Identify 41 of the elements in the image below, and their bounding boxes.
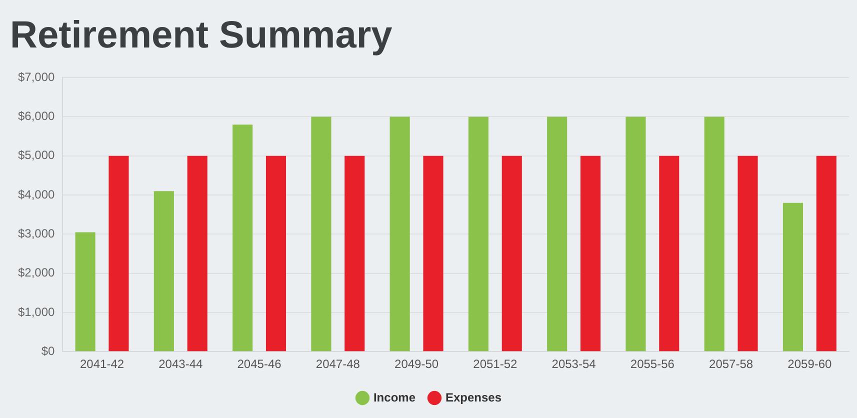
bar (580, 156, 601, 352)
bar (311, 116, 332, 352)
x-tick-label: 2053-54 (552, 357, 596, 372)
y-tick-label: $5,000 (18, 148, 56, 162)
bar (547, 116, 568, 352)
bar (626, 116, 646, 352)
bar (738, 156, 758, 352)
x-tick-label: 2047-48 (316, 357, 360, 372)
legend-label: Income (373, 390, 416, 404)
x-tick-label: 2045-46 (237, 357, 282, 372)
x-tick-label: 2059-60 (788, 357, 832, 372)
bar (344, 156, 365, 352)
bar (816, 156, 836, 352)
x-tick-label: 2057-58 (709, 357, 754, 372)
bar (154, 191, 174, 352)
bar (187, 156, 208, 352)
y-tick-label: $1,000 (18, 304, 56, 319)
y-tick-label: $3,000 (18, 226, 56, 240)
bar (423, 156, 444, 352)
bar (782, 202, 803, 352)
chart-title: Retirement Summary (10, 14, 392, 56)
x-tick-label: 2055-56 (630, 357, 675, 372)
y-tick-label: $6,000 (18, 109, 56, 124)
x-tick-label: 2043-44 (158, 357, 203, 372)
y-tick-label: $0 (41, 344, 56, 358)
legend-label: Expenses (445, 390, 502, 404)
bar (502, 156, 522, 352)
bar (659, 156, 680, 352)
bar (266, 156, 286, 352)
bar (704, 116, 724, 352)
bar (468, 116, 488, 352)
x-tick-label: 2049-50 (394, 357, 439, 372)
y-tick-label: $2,000 (18, 266, 56, 280)
bar (390, 116, 410, 352)
y-tick-label: $7,000 (18, 70, 56, 84)
bar (75, 232, 96, 352)
x-tick-label: 2041-42 (80, 357, 124, 372)
y-tick-label: $4,000 (18, 187, 56, 202)
x-tick-label: 2051-52 (473, 357, 518, 372)
bar (108, 156, 129, 352)
bar (232, 124, 253, 352)
